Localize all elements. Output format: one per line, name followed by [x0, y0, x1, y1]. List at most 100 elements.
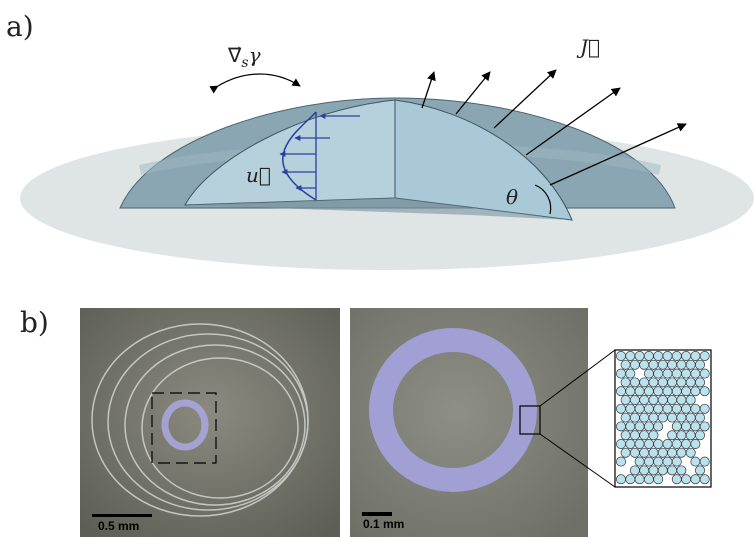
- angle-arc: [534, 184, 552, 215]
- particle: [629, 430, 640, 441]
- particle-ring: [161, 399, 209, 451]
- particle: [699, 386, 710, 397]
- particle: [653, 368, 664, 379]
- particle: [643, 351, 654, 361]
- flux-arrows: [421, 69, 687, 186]
- particle: [667, 395, 678, 405]
- particle: [653, 403, 664, 414]
- particle: [639, 377, 650, 388]
- particle: [616, 456, 626, 467]
- zoom-line: [539, 349, 616, 407]
- gradient-symbol: ∇⃗: [227, 43, 242, 67]
- particle: [676, 447, 687, 458]
- particle: [662, 351, 673, 361]
- particle: [690, 474, 701, 485]
- particle: [648, 430, 659, 441]
- particle: [616, 368, 626, 379]
- particle: [681, 386, 692, 397]
- particle: [625, 386, 636, 397]
- particle: [662, 403, 673, 414]
- particle: [629, 395, 640, 405]
- particle: [681, 403, 692, 414]
- particle: [620, 377, 631, 388]
- particle: [671, 456, 682, 467]
- particle: [671, 439, 682, 449]
- particle: [676, 395, 687, 405]
- particle: [695, 412, 705, 423]
- particle: [662, 439, 673, 449]
- particle: [657, 447, 668, 458]
- particle: [616, 351, 626, 361]
- particle: [699, 474, 710, 485]
- particle: [629, 359, 640, 370]
- particle-ring: [369, 328, 537, 492]
- particle: [676, 412, 687, 423]
- particle: [629, 447, 640, 458]
- particle: [685, 395, 696, 405]
- particle: [639, 395, 650, 405]
- particle: [625, 439, 636, 449]
- photo-left: [80, 308, 340, 537]
- particle: [643, 439, 654, 449]
- angle-label: θ: [506, 185, 518, 209]
- particle: [620, 395, 631, 405]
- particle: [667, 465, 678, 476]
- particle: [681, 368, 692, 379]
- particle: [681, 421, 692, 432]
- tension-arrow: [209, 73, 301, 94]
- scale-label: 0.1 mm: [363, 517, 404, 531]
- particle: [690, 439, 701, 449]
- particle: [643, 456, 654, 467]
- particle: [657, 395, 668, 405]
- zoom-box: [151, 392, 217, 464]
- particle: [699, 421, 710, 432]
- particle: [620, 430, 631, 441]
- particle: [671, 474, 682, 485]
- particle: [620, 447, 631, 458]
- particle: [648, 395, 659, 405]
- particle: [690, 421, 701, 432]
- particle: [676, 359, 687, 370]
- particle: [620, 412, 631, 423]
- particle: [625, 474, 636, 485]
- particle: [676, 465, 687, 476]
- particle: [634, 474, 645, 485]
- particle: [671, 368, 682, 379]
- particle: [639, 359, 650, 370]
- particle: [625, 351, 636, 361]
- particle: [690, 351, 701, 361]
- particle: [653, 456, 664, 467]
- particle: [671, 386, 682, 397]
- particle: [634, 439, 645, 449]
- particle: [616, 474, 626, 485]
- particle: [695, 465, 705, 476]
- particle: [616, 439, 626, 449]
- particle: [667, 412, 678, 423]
- section-right: [394, 99, 573, 221]
- particle: [629, 465, 640, 476]
- particle: [671, 351, 682, 361]
- particle: [634, 351, 645, 361]
- particle: [625, 368, 636, 379]
- particle: [657, 412, 668, 423]
- velocity-arrows: [279, 113, 360, 191]
- flux-label: J⃗: [576, 35, 600, 59]
- scale-bar: [92, 514, 152, 517]
- particle: [629, 412, 640, 423]
- gradient-var: γ: [249, 43, 261, 67]
- particle: [685, 447, 696, 458]
- particle: [616, 386, 626, 397]
- particle: [685, 359, 696, 370]
- particle: [653, 421, 664, 432]
- gradient-label: ∇⃗sγ: [227, 43, 261, 71]
- particle: [648, 359, 659, 370]
- particle: [653, 351, 664, 361]
- particle: [657, 377, 668, 388]
- particle-packing: [616, 351, 710, 485]
- zoom-box: [519, 405, 541, 435]
- particle: [643, 421, 654, 432]
- particle: [616, 403, 626, 414]
- particle: [667, 430, 678, 441]
- particle: [662, 456, 673, 467]
- particle: [634, 386, 645, 397]
